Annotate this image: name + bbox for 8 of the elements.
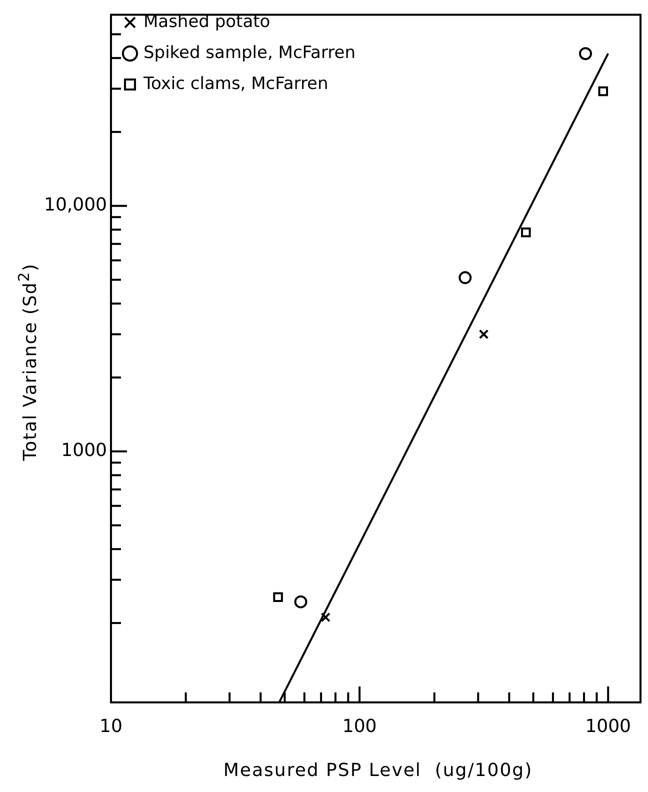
x-tick-label: 1000 bbox=[585, 716, 632, 737]
y-tick-label: 10,000 bbox=[44, 194, 107, 216]
legend-label: Toxic clams, McFarren bbox=[142, 74, 328, 94]
legend-label: Spiked sample, McFarren bbox=[143, 42, 356, 63]
legend-label: Mashed potato bbox=[143, 12, 270, 32]
x-tick-label: 10 bbox=[100, 716, 122, 737]
x-axis-title: Measured PSP Level (ug/100g) bbox=[222, 760, 534, 781]
x-tick-label: 100 bbox=[342, 716, 377, 737]
